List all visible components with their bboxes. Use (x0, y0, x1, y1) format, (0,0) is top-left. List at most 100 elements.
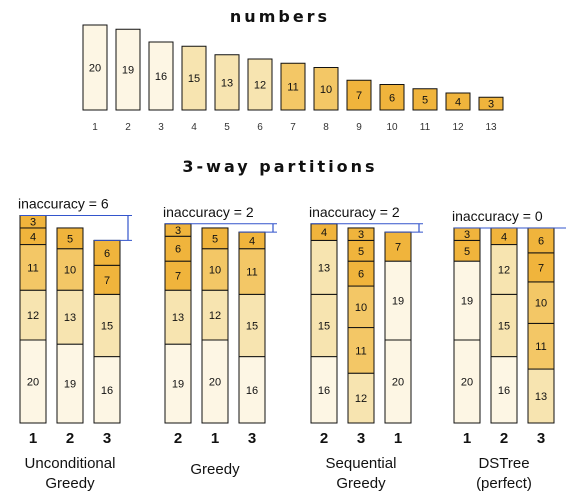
number-bar (313, 67, 339, 111)
number-bar-value: 4 (455, 97, 461, 109)
partition-segment-value: 7 (104, 275, 110, 287)
partition-segment-value: 4 (501, 231, 507, 243)
number-bar (115, 28, 141, 111)
partition-segment (527, 322, 555, 370)
number-bar (379, 84, 405, 111)
partition-segment-value: 4 (30, 231, 36, 243)
partition-segment-value: 10 (64, 264, 76, 276)
partition-segment-value: 19 (172, 379, 184, 391)
partition-segment-value: 3 (30, 217, 36, 229)
partition-column-label: 3 (103, 430, 111, 447)
number-bar-value: 13 (221, 77, 233, 89)
number-bar-value: 11 (287, 82, 298, 94)
number-bar-value: 16 (155, 71, 167, 83)
partition-segment (453, 260, 481, 341)
number-bar-value: 20 (89, 63, 101, 75)
method-name: Unconditional (25, 455, 116, 472)
number-bar (412, 88, 438, 111)
partition-segment-value: 19 (64, 379, 76, 391)
number-bar (478, 96, 504, 111)
partition-segment-value: 15 (318, 320, 330, 332)
partition-segment (384, 339, 412, 424)
method-name: Greedy (190, 461, 240, 478)
partition-segment-value: 16 (498, 385, 510, 397)
partition-segment (490, 293, 518, 358)
partition-segment (347, 372, 375, 424)
number-bar-value: 3 (488, 99, 494, 111)
partition-segment-value: 5 (212, 233, 218, 245)
partition-group: 16 15 13 4 2 12 11 10 6 5 3 3 20 19 7 1 inaccuracy = 2 Se… (309, 204, 423, 492)
partition-segment-value: 12 (498, 264, 510, 276)
number-bar (148, 41, 174, 111)
partition-segment-value: 6 (538, 235, 544, 247)
partition-segment (56, 289, 84, 345)
partition-segment-value: 5 (464, 246, 470, 258)
partition-segment-value: 15 (101, 320, 113, 332)
partition-column-label: 1 (463, 430, 471, 447)
partition-segment (164, 343, 192, 424)
partition-column-label: 2 (66, 430, 74, 447)
partition-column-label: 3 (357, 430, 365, 447)
partition-segment-value: 10 (535, 298, 547, 310)
inaccuracy-label: inaccuracy = 6 (18, 196, 109, 212)
partition-segment-value: 3 (175, 225, 181, 237)
partition-segment (56, 248, 84, 291)
partition-segment-value: 3 (358, 229, 364, 241)
number-bar-value: 5 (422, 94, 428, 106)
partition-segment-value: 20 (461, 377, 473, 389)
partition-group: 20 19 5 3 1 16 15 12 4 2 13 11 10 7 6 3 inaccuracy = 0 DS… (452, 208, 566, 492)
partition-column-label: 3 (248, 430, 256, 447)
partition-segment (347, 227, 375, 241)
number-index-label: 12 (452, 122, 464, 133)
partition-segment-value: 13 (318, 262, 330, 274)
partition-segment (527, 368, 555, 424)
partition-segment-value: 20 (27, 377, 39, 389)
partition-column-label: 1 (394, 430, 402, 447)
number-index-label: 2 (125, 122, 131, 133)
partitions-title: 3-way partitions (182, 157, 377, 176)
partition-segment-value: 16 (101, 385, 113, 397)
partition-column-label: 2 (320, 430, 328, 447)
partition-segment-value: 16 (246, 385, 258, 397)
partition-segment-value: 15 (498, 320, 510, 332)
partition-segment-value: 7 (175, 271, 181, 283)
inaccuracy-label: inaccuracy = 0 (452, 208, 543, 224)
number-index-label: 1 (92, 122, 98, 133)
partition-segment-value: 15 (246, 320, 258, 332)
partition-segment (238, 293, 266, 358)
partition-segment (310, 356, 338, 424)
partition-segment (164, 289, 192, 345)
number-bar (247, 58, 273, 111)
number-index-label: 4 (191, 122, 197, 133)
numbers-row: 20 1 19 2 16 3 15 4 13 5 12 6 11 7 10 8 7 9 6 10 5 11 4 12 3 13 (82, 24, 504, 133)
number-index-label: 8 (323, 122, 329, 133)
partition-segment-value: 6 (358, 269, 364, 281)
partition-segment (527, 227, 555, 254)
partition-segment-value: 5 (67, 233, 73, 245)
method-name: DSTree (478, 455, 529, 472)
partition-segment-value: 11 (355, 345, 366, 357)
partition-segment-value: 20 (392, 377, 404, 389)
number-bar-value: 10 (320, 84, 332, 96)
number-index-label: 7 (290, 122, 296, 133)
partition-segment-value: 6 (175, 244, 181, 256)
partition-segment (490, 356, 518, 424)
method-name: Greedy (45, 475, 95, 492)
partition-segment-value: 13 (535, 391, 547, 403)
partition-segment-value: 4 (249, 235, 255, 247)
number-bar-value: 7 (356, 90, 362, 102)
partition-segment (347, 285, 375, 329)
number-bar (280, 62, 306, 111)
inaccuracy-label: inaccuracy = 2 (163, 204, 254, 220)
partition-segment-value: 20 (209, 377, 221, 389)
partition-segment-value: 10 (209, 264, 221, 276)
partition-segment-value: 5 (358, 246, 364, 258)
method-name: (perfect) (476, 475, 532, 492)
partition-segment-value: 11 (535, 341, 546, 353)
number-bar-value: 15 (188, 73, 200, 85)
partition-segment-value: 7 (538, 262, 544, 274)
partition-column-label: 2 (500, 430, 508, 447)
method-name: Sequential (326, 455, 397, 472)
number-bar-value: 12 (254, 80, 266, 92)
